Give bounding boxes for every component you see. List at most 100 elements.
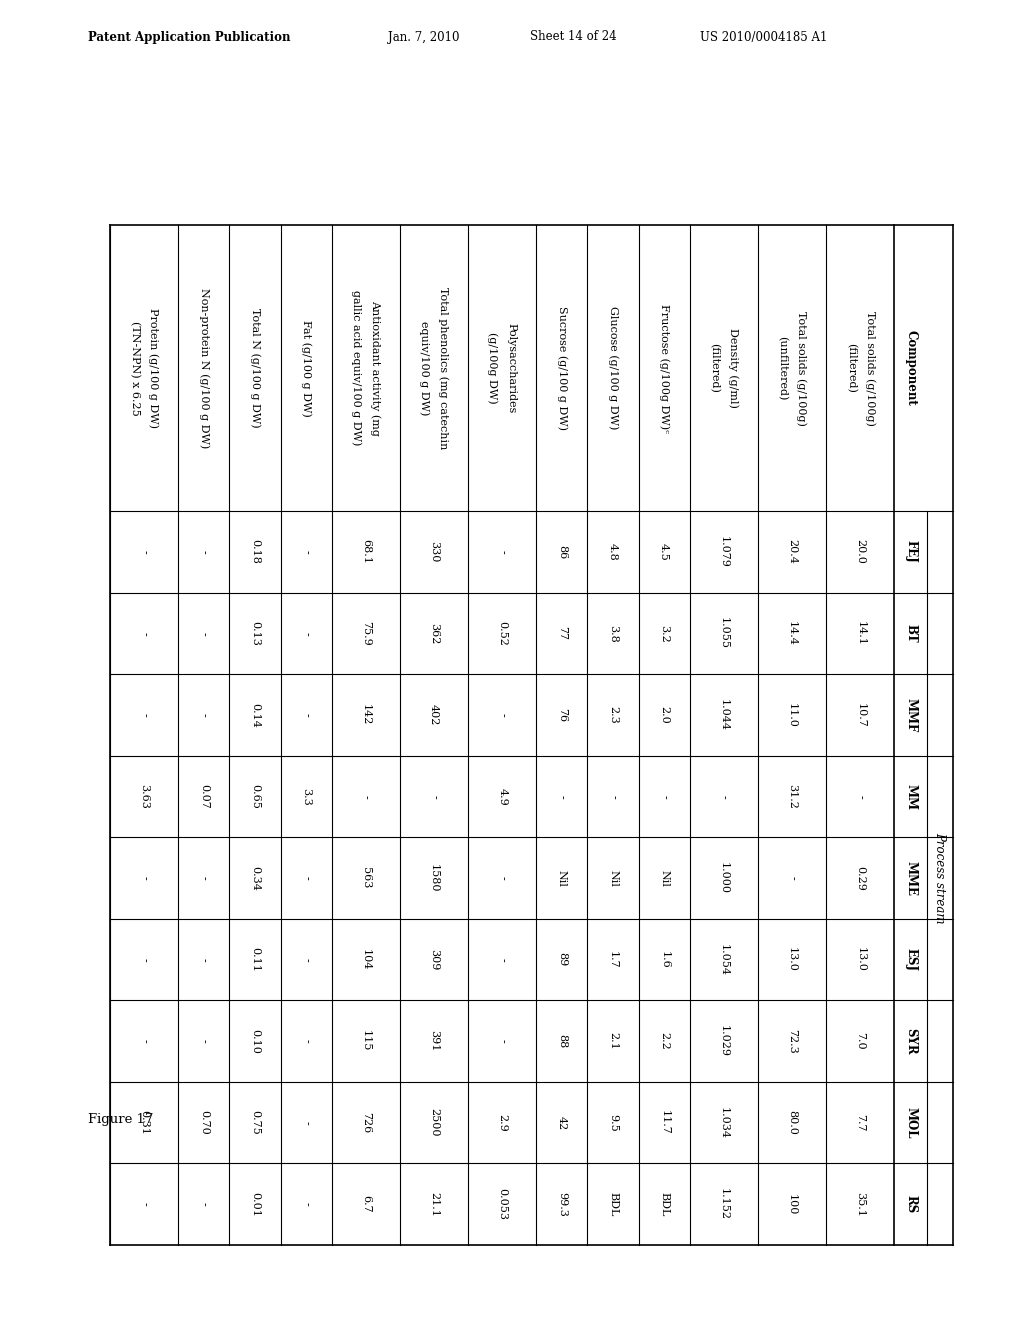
Text: BT: BT: [904, 624, 918, 643]
Text: -: -: [301, 1203, 311, 1206]
Text: (filtered): (filtered): [709, 343, 720, 393]
Text: Jan. 7, 2010: Jan. 7, 2010: [388, 30, 460, 44]
Text: 13.0: 13.0: [787, 948, 797, 972]
Text: Non-protein N (g/100 g DW): Non-protein N (g/100 g DW): [199, 288, 209, 449]
Text: 77: 77: [557, 627, 567, 640]
Text: -: -: [139, 713, 150, 717]
Text: 1.152: 1.152: [719, 1188, 729, 1220]
Text: 14.4: 14.4: [787, 620, 797, 645]
Text: 100: 100: [787, 1193, 797, 1214]
Text: Density (g/ml): Density (g/ml): [728, 329, 738, 408]
Text: 13.0: 13.0: [855, 948, 865, 972]
Text: 2.9: 2.9: [498, 1114, 507, 1131]
Text: 7.7: 7.7: [855, 1114, 865, 1131]
Text: 88: 88: [557, 1034, 567, 1048]
Text: 1.055: 1.055: [719, 618, 729, 649]
Text: SYR: SYR: [904, 1028, 918, 1055]
Text: 726: 726: [360, 1111, 371, 1134]
Text: -: -: [498, 1039, 507, 1043]
Text: 1.000: 1.000: [719, 862, 729, 894]
Text: 42: 42: [557, 1115, 567, 1130]
Text: 142: 142: [360, 705, 371, 726]
Text: -: -: [498, 550, 507, 554]
Text: 2.2: 2.2: [659, 1032, 670, 1049]
Text: MMF: MMF: [904, 698, 918, 733]
Text: 563: 563: [360, 867, 371, 888]
Text: 99.3: 99.3: [557, 1192, 567, 1217]
Text: -: -: [139, 958, 150, 961]
Text: 0.13: 0.13: [250, 620, 260, 645]
Text: 7.0: 7.0: [855, 1032, 865, 1049]
Text: 1580: 1580: [429, 863, 439, 892]
Text: 4.5: 4.5: [659, 543, 670, 561]
Text: 2.0: 2.0: [659, 706, 670, 723]
Text: 80.0: 80.0: [787, 1110, 797, 1135]
Text: 3.63: 3.63: [139, 784, 150, 809]
Text: equiv/100 g DW): equiv/100 g DW): [419, 321, 430, 416]
Text: -: -: [301, 713, 311, 717]
Text: -: -: [301, 550, 311, 554]
Text: Nil: Nil: [608, 870, 618, 887]
Text: 330: 330: [429, 541, 439, 562]
Text: -: -: [301, 1121, 311, 1125]
Text: Polysaccharides: Polysaccharides: [507, 323, 517, 413]
Text: (unfiltered): (unfiltered): [777, 335, 787, 400]
Text: 11.7: 11.7: [659, 1110, 670, 1135]
Text: 1.034: 1.034: [719, 1106, 729, 1139]
Text: 402: 402: [429, 705, 439, 726]
Text: 11.0: 11.0: [787, 702, 797, 727]
Text: US 2010/0004185 A1: US 2010/0004185 A1: [700, 30, 827, 44]
Text: 0.07: 0.07: [199, 784, 209, 809]
Text: -: -: [301, 876, 311, 880]
Text: 21.1: 21.1: [429, 1192, 439, 1217]
Text: 0.18: 0.18: [250, 540, 260, 565]
Text: Sheet 14 of 24: Sheet 14 of 24: [530, 30, 616, 44]
Text: MM: MM: [904, 784, 918, 809]
Text: -: -: [199, 550, 209, 554]
Text: BDL: BDL: [608, 1192, 618, 1217]
Text: 0.053: 0.053: [498, 1188, 507, 1220]
Text: 0.10: 0.10: [250, 1028, 260, 1053]
Text: Component: Component: [904, 330, 918, 407]
Text: -: -: [199, 713, 209, 717]
Text: 1.044: 1.044: [719, 700, 729, 731]
Text: 31.2: 31.2: [787, 784, 797, 809]
Text: -: -: [199, 958, 209, 961]
Text: BDL: BDL: [659, 1192, 670, 1217]
Text: 0.29: 0.29: [855, 866, 865, 891]
Text: ESJ: ESJ: [904, 948, 918, 972]
Text: 35.1: 35.1: [855, 1192, 865, 1217]
Text: MOL: MOL: [904, 1107, 918, 1138]
Text: 2500: 2500: [429, 1109, 439, 1137]
Text: 9.5: 9.5: [608, 1114, 618, 1131]
Text: FEJ: FEJ: [904, 540, 918, 564]
Text: RS: RS: [904, 1195, 918, 1213]
Text: -: -: [199, 1039, 209, 1043]
Text: -: -: [139, 550, 150, 554]
Text: 76: 76: [557, 708, 567, 722]
Text: 0.01: 0.01: [250, 1192, 260, 1217]
Text: 3.8: 3.8: [608, 624, 618, 643]
Text: 1.7: 1.7: [608, 950, 618, 969]
Text: 0.65: 0.65: [250, 784, 260, 809]
Text: 6.7: 6.7: [360, 1196, 371, 1213]
Text: Protein (g/100 g DW): Protein (g/100 g DW): [148, 308, 159, 428]
Text: 362: 362: [429, 623, 439, 644]
Text: -: -: [199, 876, 209, 880]
Text: -: -: [429, 795, 439, 799]
Text: 3.3: 3.3: [301, 788, 311, 805]
Text: -: -: [301, 631, 311, 635]
Text: 89: 89: [557, 953, 567, 966]
Text: 0.31: 0.31: [139, 1110, 150, 1135]
Text: 3.2: 3.2: [659, 624, 670, 643]
Text: -: -: [139, 1203, 150, 1206]
Text: -: -: [498, 876, 507, 880]
Text: 0.11: 0.11: [250, 948, 260, 972]
Text: 14.1: 14.1: [855, 620, 865, 645]
Text: 0.14: 0.14: [250, 702, 260, 727]
Text: 0.70: 0.70: [199, 1110, 209, 1135]
Text: 1.079: 1.079: [719, 536, 729, 568]
Text: Fat (g/100 g DW): Fat (g/100 g DW): [301, 319, 311, 416]
Text: -: -: [199, 1203, 209, 1206]
Text: 20.4: 20.4: [787, 540, 797, 565]
